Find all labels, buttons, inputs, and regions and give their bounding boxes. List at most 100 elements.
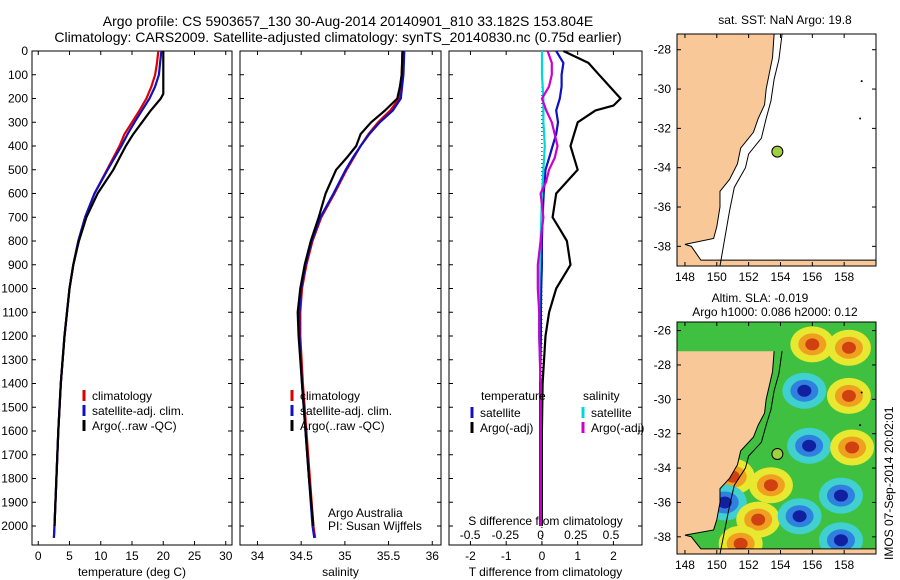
temperature-series-argo-raw-qc [53, 51, 165, 527]
sla-eddy-positive [841, 341, 856, 354]
x2label: S difference from climatology [468, 514, 623, 528]
depth-tick-label: 1500 [1, 400, 28, 414]
island [859, 117, 862, 120]
sst-lon-tick-label: 154 [770, 270, 790, 284]
temperature-xtick-label: 20 [157, 549, 171, 563]
sst-lat-tick-label: -38 [654, 239, 672, 253]
sla-eddy-positive [751, 513, 766, 526]
sla-plot-area [677, 322, 876, 554]
sst-lon-tick-label: 150 [707, 270, 727, 284]
temperature-xtick-label: 15 [125, 549, 139, 563]
salinity-panel: 34 34.5 35 35.5 36 salinity climatologysatelli… [239, 50, 442, 579]
depth-tick-label: 1400 [1, 377, 28, 391]
temperature-xtick-label: 10 [94, 549, 108, 563]
coastline [684, 34, 876, 261]
temperature-axes-frame [31, 50, 233, 546]
salinity-xtick-label: 35 [338, 549, 352, 563]
legend-group-title: temperature [481, 389, 546, 403]
temperature-xlabel: temperature (deg C) [78, 565, 186, 579]
header-line1: Argo profile: CS 5903657_130 30-Aug-2014… [103, 13, 593, 29]
sla-eddy-positive [763, 479, 778, 492]
difference-panel: -2 -1 0 1 2 T difference from climatology -0.5… [448, 50, 644, 579]
depth-tick-label: 100 [8, 68, 28, 82]
sla-eddy-positive [841, 389, 856, 402]
legend-entry: Argo(..raw -QC) [300, 419, 385, 433]
difference-xtick-label: -2 [465, 549, 476, 563]
sla-lon-tick-label: 152 [739, 558, 759, 572]
coastline [684, 351, 876, 550]
depth-tick-label: 600 [8, 187, 28, 201]
difference-axes-frame [448, 50, 643, 546]
sla-lat-tick-label: -34 [654, 461, 672, 475]
sla-lat-tick-label: -36 [654, 495, 672, 509]
sst-lon-tick-label: 148 [675, 270, 695, 284]
depth-tick-label: 400 [8, 139, 28, 153]
sla-lon-tick-label: 148 [675, 558, 695, 572]
depth-tick-label: 0 [21, 44, 28, 58]
difference-xtick-label: 0 [539, 549, 546, 563]
sla-lon-tick-label: 158 [834, 558, 854, 572]
depth-tick-label: 1700 [1, 448, 28, 462]
difference-xtick-label: 1 [574, 549, 581, 563]
sla-eddy-negative [797, 384, 812, 397]
depth-tick-label: 1200 [1, 329, 28, 343]
shelf-contour [719, 34, 783, 266]
island [860, 80, 863, 83]
sst-lat-tick-label: -32 [654, 121, 672, 135]
salinity-xtick-label: 35.5 [377, 549, 401, 563]
depth-tick-label: 300 [8, 115, 28, 129]
sst-title: sat. SST: NaN Argo: 19.8 [718, 13, 852, 27]
depth-tick-label: 700 [8, 210, 28, 224]
depth-tick-label: 1900 [1, 495, 28, 509]
salinity-diff-tick-label: -0.5 [460, 528, 481, 542]
sla-eddy-negative [802, 439, 817, 452]
depth-tick-label: 800 [8, 234, 28, 248]
sla-eddy-positive [845, 441, 860, 454]
depth-tick-label: 200 [8, 92, 28, 106]
difference-xtick-label: -1 [501, 549, 512, 563]
sst-lat-tick-label: -28 [654, 43, 672, 57]
sla-eddy-negative [717, 496, 732, 509]
sla-eddy-positive [733, 537, 748, 550]
footer-stamp: IMOS 07-Sep-2014 20:02:01 [882, 406, 896, 560]
sla-eddy-negative [833, 534, 848, 547]
depth-tick-label: 1100 [2, 305, 28, 319]
sla-title-line2: Argo h1000: 0.086 h2000: 0.12 [692, 305, 858, 319]
shelf-contour [719, 351, 783, 554]
legend-entry: climatology [92, 389, 152, 403]
legend-entry: satellite [480, 406, 521, 420]
land-mass [677, 34, 876, 266]
sla-lon-tick-label: 150 [707, 558, 727, 572]
sla-lon-tick-label: 154 [770, 558, 790, 572]
land-mass [677, 351, 876, 554]
argo-float-marker [771, 448, 784, 461]
sla-frame [676, 321, 877, 555]
depth-tick-label: 1000 [1, 282, 28, 296]
depth-tick-label: 1800 [1, 472, 28, 486]
sst-lat-tick-label: -30 [654, 82, 672, 96]
sla-lat-tick-label: -26 [654, 324, 672, 338]
sla-eddy-negative [792, 510, 807, 523]
temperature-xtick-label: 30 [219, 549, 233, 563]
temperature-xtick-label: 0 [35, 549, 42, 563]
credit-org: Argo Australia [328, 506, 403, 520]
depth-tick-label: 900 [8, 258, 28, 272]
legend-entry: climatology [300, 389, 360, 403]
salinity-diff-tick-label: 0.25 [564, 528, 588, 542]
legend-entry: satellite [591, 406, 632, 420]
depth-tick-label: 2000 [1, 519, 28, 533]
salinity-xtick-label: 36 [426, 549, 440, 563]
difference-series-temperature-argo-adj [540, 50, 622, 526]
sla-eddy-negative [833, 489, 848, 502]
depth-tick-label: 1600 [1, 424, 28, 438]
sst-frame [676, 33, 877, 267]
temperature-panel: 0100200300400500600700800900100011001200… [1, 44, 232, 579]
sst-lon-tick-label: 152 [739, 270, 759, 284]
sst-map-panel: 148 150 152 154 156 158 -28 -30 -32 -34 -36 -38 sat.… [654, 13, 877, 284]
sst-lat-tick-label: -36 [654, 200, 672, 214]
legend-entry: Argo(-adj) [480, 421, 533, 435]
header-line2: Climatology: CARS2009. Satellite-adjuste… [54, 29, 621, 45]
sst-plot-area [677, 34, 876, 266]
sst-lon-tick-label: 156 [802, 270, 822, 284]
salinity-diff-tick-label: -0.25 [492, 528, 520, 542]
